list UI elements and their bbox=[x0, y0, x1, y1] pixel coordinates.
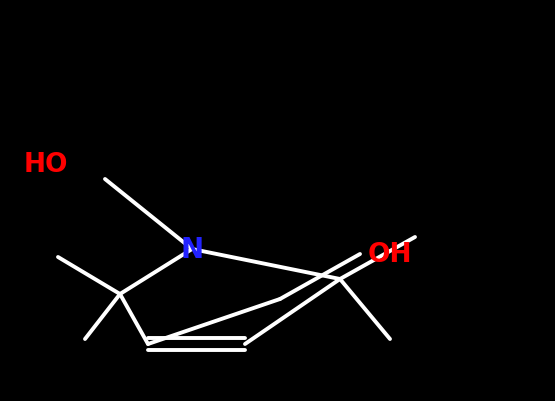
Text: OH: OH bbox=[368, 241, 412, 267]
Text: N: N bbox=[180, 235, 204, 263]
Text: HO: HO bbox=[23, 152, 68, 178]
